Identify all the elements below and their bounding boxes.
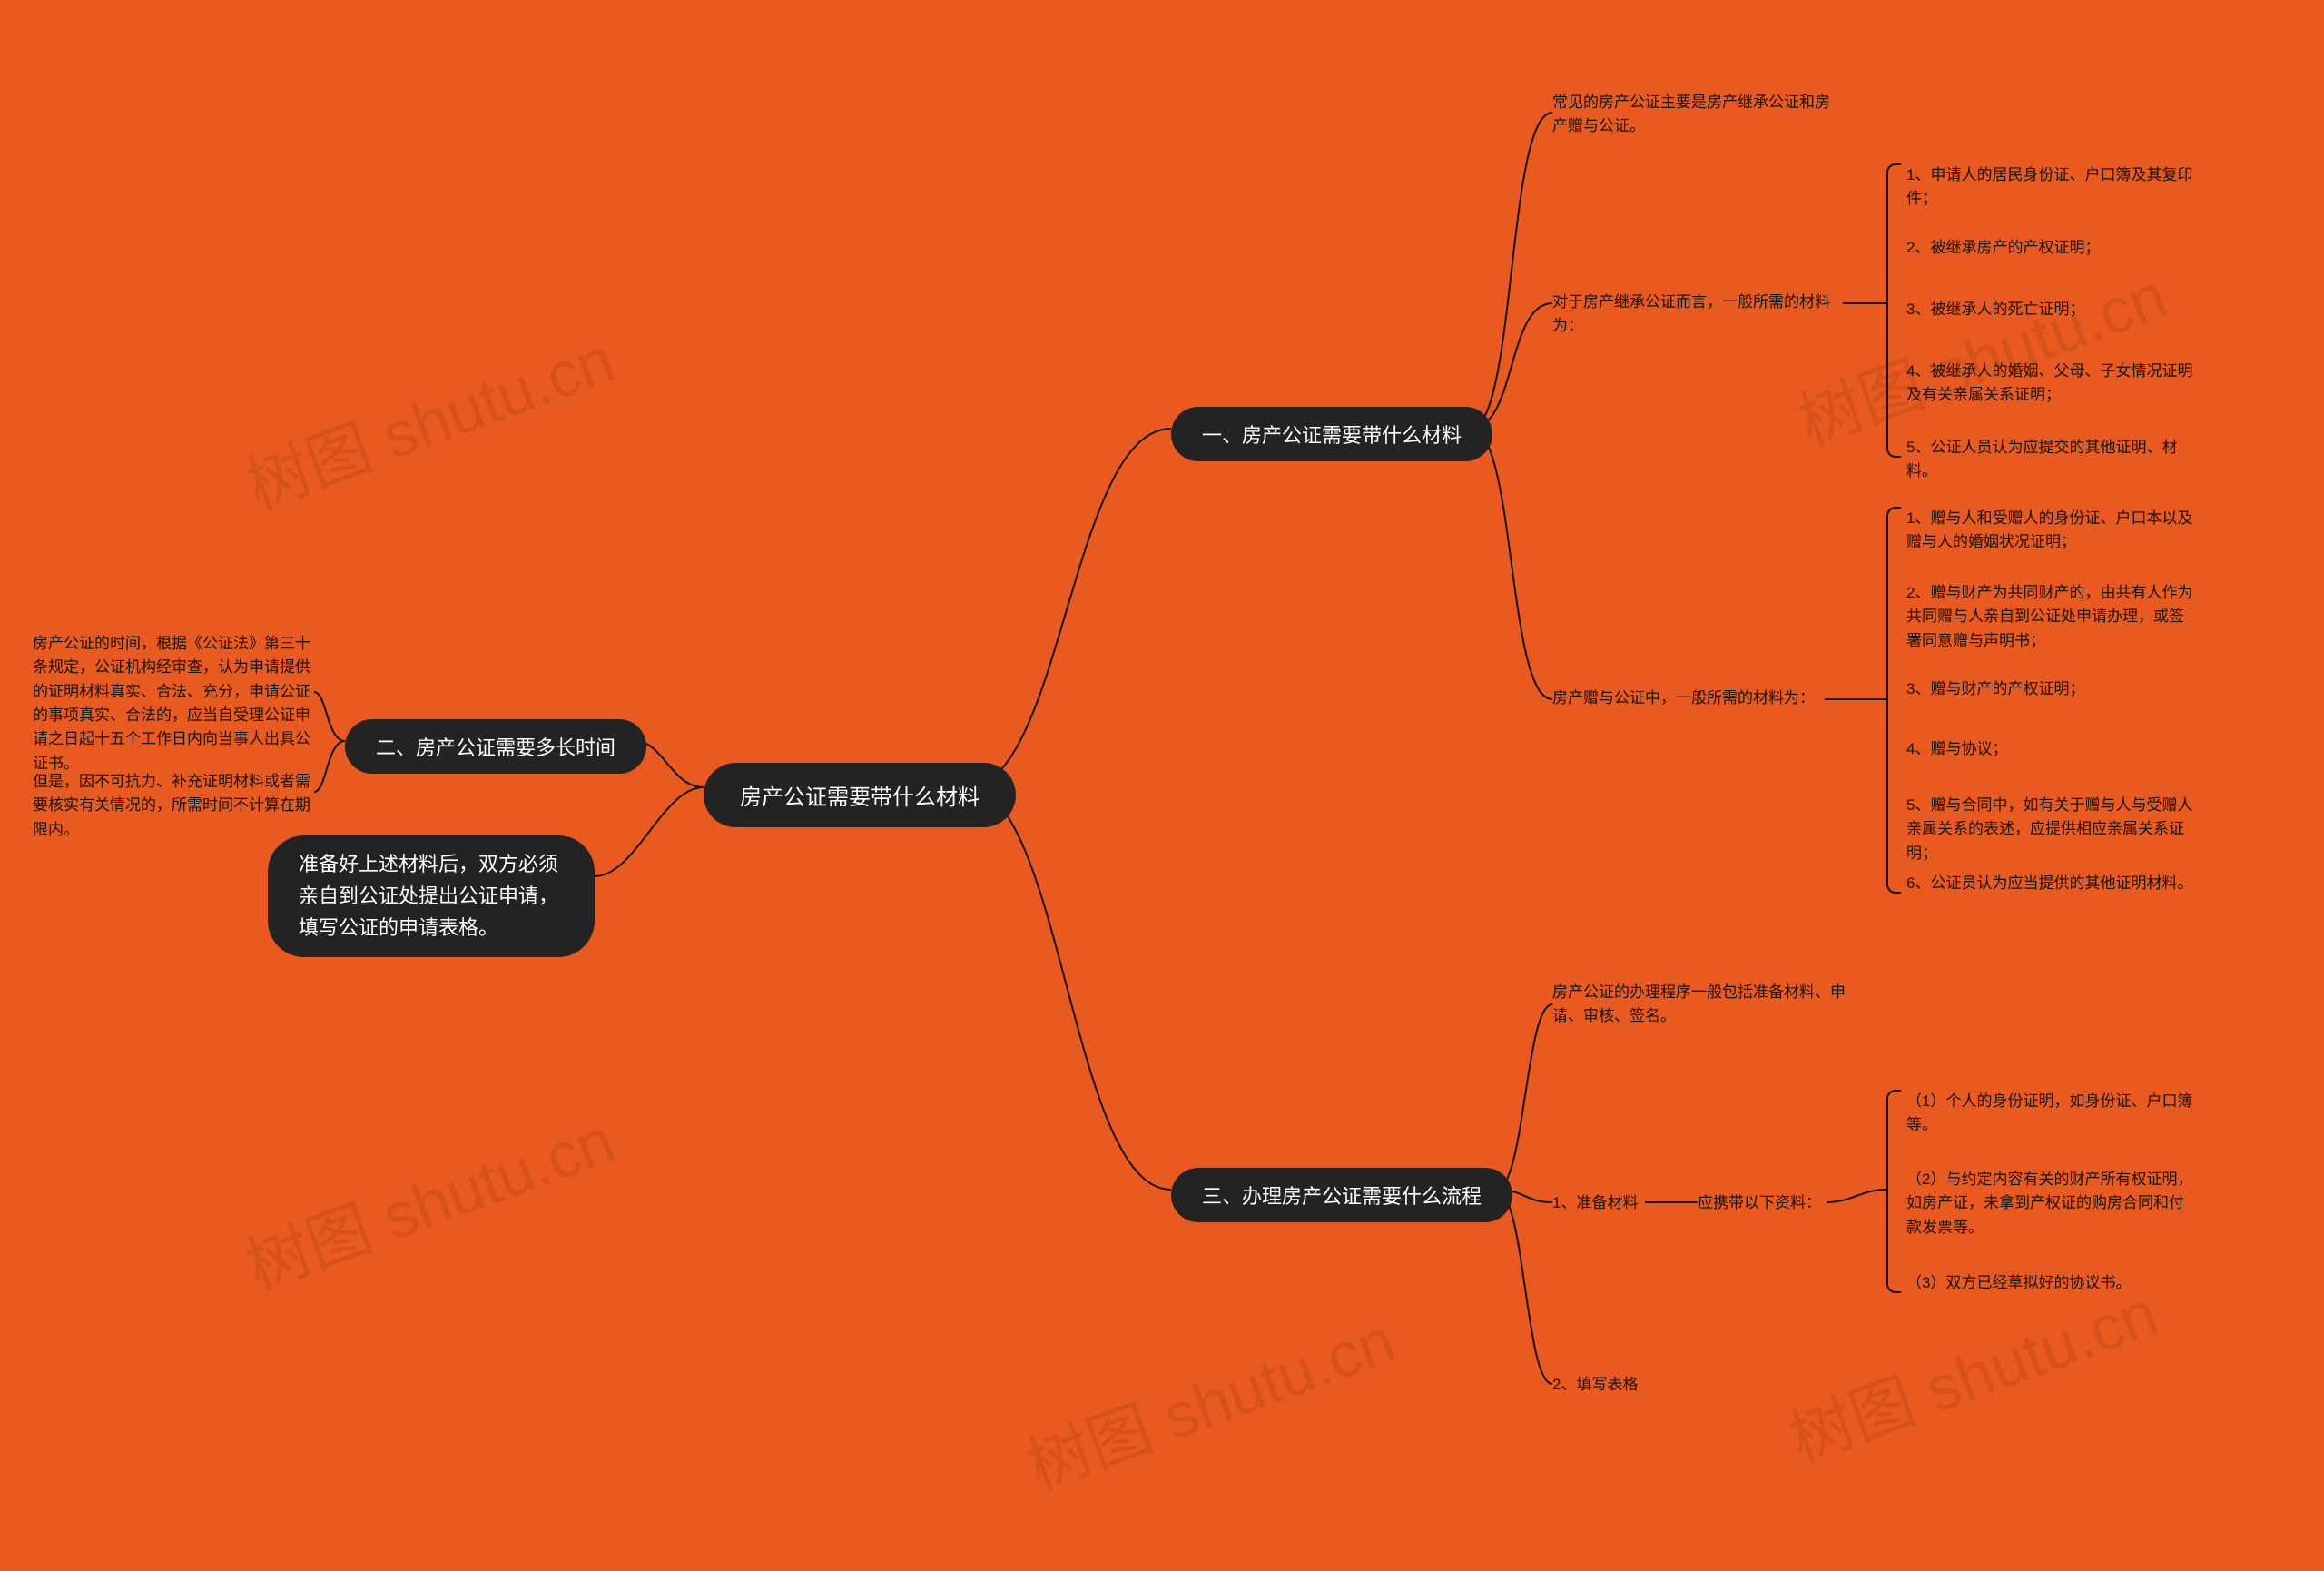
leaf-text: 2、被继承房产的产权证明；	[1906, 236, 2197, 260]
leaf-text: 应携带以下资料：	[1698, 1191, 1843, 1215]
leaf-text: 但是，因不可抗力、补充证明材料或者需要核实有关情况的，所需时间不计算在期限内。	[33, 770, 314, 842]
leaf-text: 5、公证人员认为应提交的其他证明、材料。	[1906, 436, 2197, 484]
bracket	[1886, 507, 1901, 894]
leaf-text: 1、申请人的居民身份证、户口簿及其复印件；	[1906, 163, 2197, 212]
leaf-text: （1）个人的身份证明，如身份证、户口簿等。	[1906, 1090, 2197, 1138]
branch-node-time[interactable]: 二、房产公证需要多长时间	[345, 719, 646, 774]
bracket	[1886, 1090, 1901, 1293]
leaf-text: 6、公证员认为应当提供的其他证明材料。	[1906, 872, 2197, 895]
watermark: 树图 shutu.cn	[1776, 1263, 2169, 1481]
watermark: 树图 shutu.cn	[232, 1091, 625, 1309]
branch-node-prepare[interactable]: 准备好上述材料后，双方必须亲自到公证处提出公证申请，填写公证的申请表格。	[268, 835, 595, 957]
watermark: 树图 shutu.cn	[1785, 246, 2178, 464]
leaf-text: （3）双方已经草拟好的协议书。	[1906, 1271, 2197, 1295]
leaf-text: 4、赠与协议；	[1906, 737, 2197, 761]
branch-node-materials[interactable]: 一、房产公证需要带什么材料	[1171, 407, 1492, 461]
leaf-text: 房产公证的时间，根据《公证法》第三十条规定，公证机构经审查，认为申请提供的证明材…	[33, 632, 314, 776]
watermark: 树图 shutu.cn	[1013, 1290, 1406, 1508]
leaf-text: 房产赠与公证中，一般所需的材料为：	[1552, 687, 1825, 710]
leaf-text: 2、赠与财产为共同财产的，由共有人作为共同赠与人亲自到公证处申请办理，或签署同意…	[1906, 581, 2197, 653]
leaf-text: （2）与约定内容有关的财产所有权证明，如房产证，未拿到产权证的购房合同和付款发票…	[1906, 1168, 2197, 1240]
leaf-text: 1、赠与人和受赠人的身份证、户口本以及赠与人的婚姻状况证明；	[1906, 507, 2197, 555]
leaf-text: 房产公证的办理程序一般包括准备材料、申请、审核、签名。	[1552, 981, 1852, 1029]
bracket	[1886, 163, 1901, 458]
leaf-text: 常见的房产公证主要是房产继承公证和房产赠与公证。	[1552, 91, 1843, 139]
branch-node-process[interactable]: 三、办理房产公证需要什么流程	[1171, 1168, 1512, 1222]
leaf-text: 2、填写表格	[1552, 1373, 1698, 1397]
leaf-text: 3、赠与财产的产权证明；	[1906, 677, 2197, 701]
leaf-text: 5、赠与合同中，如有关于赠与人与受赠人亲属关系的表述，应提供相应亲属关系证明；	[1906, 794, 2197, 865]
leaf-text: 1、准备材料	[1552, 1191, 1661, 1215]
root-node[interactable]: 房产公证需要带什么材料	[704, 763, 1016, 827]
mindmap-canvas: 树图 shutu.cn 树图 shutu.cn 树图 shutu.cn 树图 s…	[0, 0, 2324, 1571]
leaf-text: 4、被继承人的婚姻、父母、子女情况证明及有关亲属关系证明；	[1906, 360, 2197, 408]
watermark: 树图 shutu.cn	[232, 310, 625, 528]
leaf-text: 对于房产继承公证而言，一般所需的材料为：	[1552, 291, 1843, 339]
leaf-text: 3、被继承人的死亡证明；	[1906, 298, 2197, 321]
